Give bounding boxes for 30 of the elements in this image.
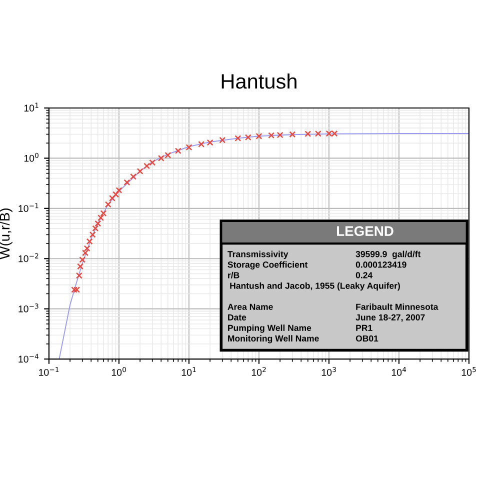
annotation: Pumping Well Name	[228, 324, 312, 333]
y-tick-label: 10$^{−1}$	[18, 203, 38, 212]
x-tick-label: 10$^{3}$	[322, 366, 336, 376]
x-tick-label: 10$^{−1}$	[39, 367, 59, 376]
x-tick-label: 10$^{1}$	[182, 367, 196, 376]
annotation: r/B	[228, 272, 240, 278]
annotation: Date	[228, 314, 246, 320]
annotation: Monitoring Well Name	[228, 335, 319, 344]
y-tick-label: 10$^{−2}$	[18, 253, 38, 262]
annotation: PR1	[356, 324, 372, 331]
annotation: LEGEND	[337, 226, 394, 236]
annotation: OB01	[356, 335, 378, 342]
annotation: Storage Coefficient	[228, 261, 308, 270]
y-tick-label: 10$^{0}$	[24, 152, 38, 162]
chart-title: Hantush	[222, 73, 296, 89]
annotation: Area Name	[228, 304, 273, 310]
annotation: 39599.9 gal/d/ft	[356, 250, 421, 259]
annotation: Transmissivity	[228, 250, 288, 259]
x-tick-label: 10$^{4}$	[392, 367, 406, 376]
x-tick-label: 10$^{0}$	[112, 366, 126, 376]
annotation: June 18-27, 2007	[356, 314, 425, 322]
y-tick-label: 10$^{−3}$	[18, 304, 38, 312]
annotation: 0.000123419	[356, 262, 406, 268]
annotation: Faribault Minnesota	[356, 304, 438, 310]
x-tick-label: 10$^{5}$	[462, 367, 476, 376]
x-tick-label: 10$^{2}$	[252, 366, 266, 376]
y-tick-label: 10$^{−4}$	[18, 354, 39, 363]
annotation: Hantush and Jacob, 1955 (Leaky Aquifer)	[230, 282, 400, 291]
annotation: 0.24	[356, 272, 373, 278]
y-tick-label: 10$^{1}$	[24, 102, 38, 112]
